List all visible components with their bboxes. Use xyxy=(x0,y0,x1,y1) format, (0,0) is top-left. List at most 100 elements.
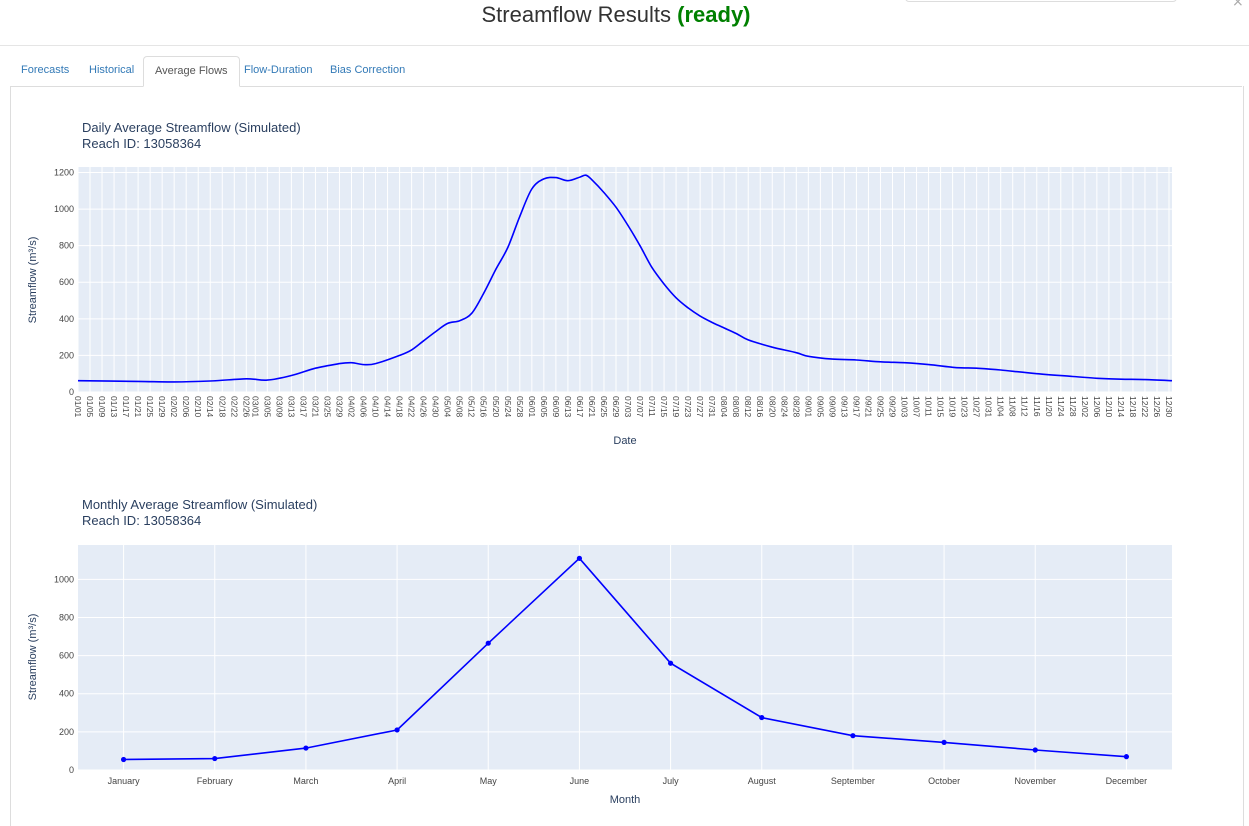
daily-x-tick-label: 06/25 xyxy=(599,396,609,418)
monthly-point xyxy=(941,739,947,745)
daily-x-tick-label: 11/12 xyxy=(1020,396,1030,417)
monthly-flow-line xyxy=(123,557,1127,761)
daily-x-tick-label: 09/21 xyxy=(863,396,873,418)
modal-title: Streamflow Results (ready) xyxy=(0,2,1232,28)
daily-y-tick-label: 600 xyxy=(59,277,74,287)
daily-y-tick-label: 800 xyxy=(59,241,74,251)
daily-flow-line xyxy=(77,174,1173,383)
modal-title-text: Streamflow Results xyxy=(481,2,672,27)
tab-panel xyxy=(10,86,1244,826)
monthly-x-tick-label: December xyxy=(1106,776,1148,786)
daily-plot-area xyxy=(78,167,1172,392)
daily-x-tick-label: 07/07 xyxy=(635,396,645,418)
monthly-x-tick-label: August xyxy=(748,776,777,786)
monthly-x-tick-label: September xyxy=(831,776,875,786)
daily-x-tick-label: 12/30 xyxy=(1164,396,1174,418)
daily-x-tick-label: 04/10 xyxy=(371,396,381,418)
monthly-y-tick-label: 600 xyxy=(59,651,74,661)
daily-x-tick-label: 02/14 xyxy=(205,396,215,418)
daily-x-tick-label: 09/25 xyxy=(875,396,885,418)
daily-x-tick-label: 12/22 xyxy=(1140,396,1150,418)
daily-x-tick-label: 06/05 xyxy=(539,396,549,418)
daily-x-tick-label: 02/22 xyxy=(229,396,239,418)
daily-x-tick-label: 03/09 xyxy=(274,396,284,418)
tab-flow-duration[interactable]: Flow-Duration xyxy=(244,64,313,76)
daily-x-tick-label: 06/01 xyxy=(527,396,537,418)
daily-x-tick-label: 08/20 xyxy=(767,396,777,418)
daily-x-tick-label: 03/29 xyxy=(334,396,344,418)
daily-x-tick-label: 04/18 xyxy=(395,396,405,418)
daily-x-tick-label: 10/03 xyxy=(900,396,910,418)
daily-x-tick-label: 11/20 xyxy=(1044,396,1054,417)
daily-y-tick-label: 0 xyxy=(69,387,74,397)
tab-bar: Forecasts Historical Average Flows Flow-… xyxy=(10,56,1242,87)
monthly-x-tick-label: April xyxy=(388,776,406,786)
monthly-chart-subtitle: Reach ID: 13058364 xyxy=(82,513,201,528)
tab-historical[interactable]: Historical xyxy=(89,64,135,76)
monthly-x-axis-label: Month xyxy=(610,794,641,806)
daily-x-tick-label: 10/23 xyxy=(960,396,970,418)
daily-y-ticks: 0 200 400 600 800 1000 1200 xyxy=(54,167,74,397)
daily-x-tick-label: 03/25 xyxy=(322,396,332,418)
daily-x-tick-label: 04/22 xyxy=(407,396,417,418)
daily-x-tick-label: 03/21 xyxy=(310,396,320,418)
daily-x-tick-label: 09/05 xyxy=(815,396,825,418)
tab-bias-correction[interactable]: Bias Correction xyxy=(330,64,406,76)
monthly-point xyxy=(667,660,674,666)
daily-x-tick-label: 07/03 xyxy=(623,396,633,418)
daily-x-tick-label: 01/25 xyxy=(145,396,155,418)
daily-x-tick-label: 04/30 xyxy=(431,396,441,418)
daily-x-tick-label: 05/24 xyxy=(503,396,513,418)
daily-x-tick-label: 09/09 xyxy=(827,396,837,418)
monthly-point xyxy=(850,733,856,739)
daily-x-tick-label: 02/26 xyxy=(241,396,251,418)
daily-x-tick-label: 05/04 xyxy=(443,396,453,418)
daily-x-tick-label: 09/17 xyxy=(851,396,861,418)
daily-x-tick-label: 06/29 xyxy=(611,396,621,418)
daily-x-tick-label: 08/28 xyxy=(791,396,801,418)
tab-forecasts[interactable]: Forecasts xyxy=(21,64,70,76)
monthly-x-tick-label: February xyxy=(197,776,234,786)
daily-x-tick-label: 03/17 xyxy=(298,396,308,418)
monthly-x-tick-label: May xyxy=(480,776,498,786)
monthly-y-tick-label: 800 xyxy=(59,612,74,622)
daily-x-tick-label: 12/10 xyxy=(1104,396,1114,418)
monthly-x-tick-label: November xyxy=(1014,776,1056,786)
daily-x-tick-label: 04/26 xyxy=(419,396,429,418)
close-icon[interactable]: × xyxy=(1232,0,1244,10)
monthly-x-tick-label: October xyxy=(928,776,960,786)
monthly-y-tick-label: 400 xyxy=(59,689,74,699)
daily-x-tick-label: 08/24 xyxy=(779,396,789,418)
daily-x-tick-label: 02/18 xyxy=(217,396,227,418)
daily-x-tick-label: 06/17 xyxy=(575,396,585,418)
daily-chart: Daily Average Streamflow (Simulated) Rea… xyxy=(27,120,1174,447)
daily-x-tick-label: 03/05 xyxy=(262,396,272,418)
monthly-x-tick-label: July xyxy=(663,776,680,786)
monthly-point xyxy=(303,745,309,751)
monthly-y-tick-label: 200 xyxy=(59,727,74,737)
monthly-point xyxy=(759,714,765,721)
daily-x-tick-label: 05/16 xyxy=(479,396,489,418)
daily-x-tick-label: 07/11 xyxy=(647,396,657,417)
monthly-x-ticks: January February March April May June July Augu… xyxy=(108,776,1148,786)
monthly-y-tick-label: 0 xyxy=(69,765,74,775)
monthly-plot-area xyxy=(78,545,1172,770)
daily-x-ticks: 01/01 01/05 01/09 01/13 01/17 01/21 01/25 01/29… xyxy=(73,396,1174,418)
daily-y-tick-label: 200 xyxy=(59,350,74,360)
daily-x-tick-label: 01/09 xyxy=(97,396,107,418)
daily-y-tick-label: 1200 xyxy=(54,167,74,177)
monthly-y-axis-label: Streamflow (m³/s) xyxy=(27,614,39,701)
daily-x-tick-label: 11/24 xyxy=(1056,396,1066,417)
daily-x-tick-label: 10/19 xyxy=(948,396,958,418)
daily-x-tick-label: 07/15 xyxy=(659,396,669,418)
daily-x-tick-label: 01/01 xyxy=(73,396,83,418)
daily-x-tick-label: 04/14 xyxy=(383,396,393,418)
daily-x-tick-label: 04/06 xyxy=(359,396,369,418)
tab-average-flows[interactable]: Average Flows xyxy=(143,56,240,87)
daily-x-tick-label: 10/11 xyxy=(924,396,934,417)
daily-x-tick-label: 11/16 xyxy=(1032,396,1042,417)
daily-x-tick-label: 10/27 xyxy=(972,396,982,418)
daily-x-tick-label: 07/27 xyxy=(695,396,705,418)
monthly-x-tick-label: March xyxy=(293,776,318,786)
daily-x-tick-label: 09/29 xyxy=(887,396,897,418)
